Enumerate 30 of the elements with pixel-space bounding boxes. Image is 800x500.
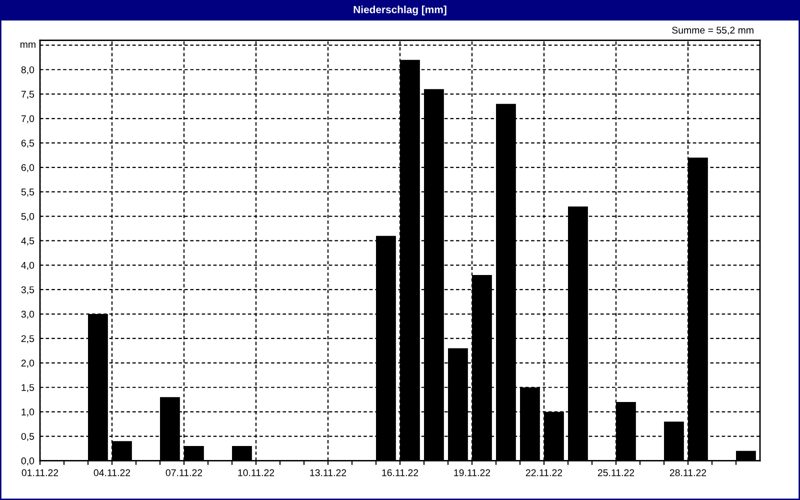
y-tick-label: 5,0 [21, 213, 34, 222]
y-tick-label: 3,5 [21, 286, 34, 294]
y-tick-label: 7,5 [21, 90, 34, 99]
y-tick-label: 5,5 [21, 188, 34, 197]
chart-title: Niederschlag [mm] [354, 6, 446, 16]
y-tick-label: 0,5 [21, 432, 34, 442]
y-tick-label: 2,5 [21, 335, 34, 344]
text: Summe = 55,2 mm [672, 26, 754, 35]
y-tick-label: 6,0 [21, 164, 34, 172]
x-tick-label: 28.11.22 [670, 469, 706, 476]
y-tick-label: 2,0 [21, 360, 34, 368]
y-tick-label: 0,0 [21, 457, 34, 466]
x-tick-label: 16.11.22 [382, 469, 418, 476]
y-tick-label: 8,0 [21, 66, 34, 74]
y-tick-label: 1,0 [22, 408, 34, 417]
x-tick-label: 07.11.22 [166, 469, 202, 476]
x-tick-label: 22.11.22 [526, 469, 562, 476]
x-tick-label: 01.11.22 [22, 469, 58, 476]
x-tick-label: 13.11.22 [310, 469, 346, 476]
y-tick-label: 3,0 [21, 310, 34, 319]
y-tick-label: 1,5 [22, 384, 34, 392]
y-tick-label: 7,0 [21, 115, 34, 124]
y-tick-label: 4,0 [21, 262, 34, 270]
x-tick-label: 19.11.22 [454, 469, 490, 476]
y-tick-label: 6,5 [21, 140, 34, 148]
x-tick-label: 10.11.22 [238, 469, 274, 476]
x-tick-label: 04.11.22 [94, 469, 130, 476]
y-tick-label: 4,5 [21, 238, 34, 246]
x-tick-label: 25.11.22 [598, 469, 634, 476]
y-axis-title: mm [20, 42, 36, 48]
